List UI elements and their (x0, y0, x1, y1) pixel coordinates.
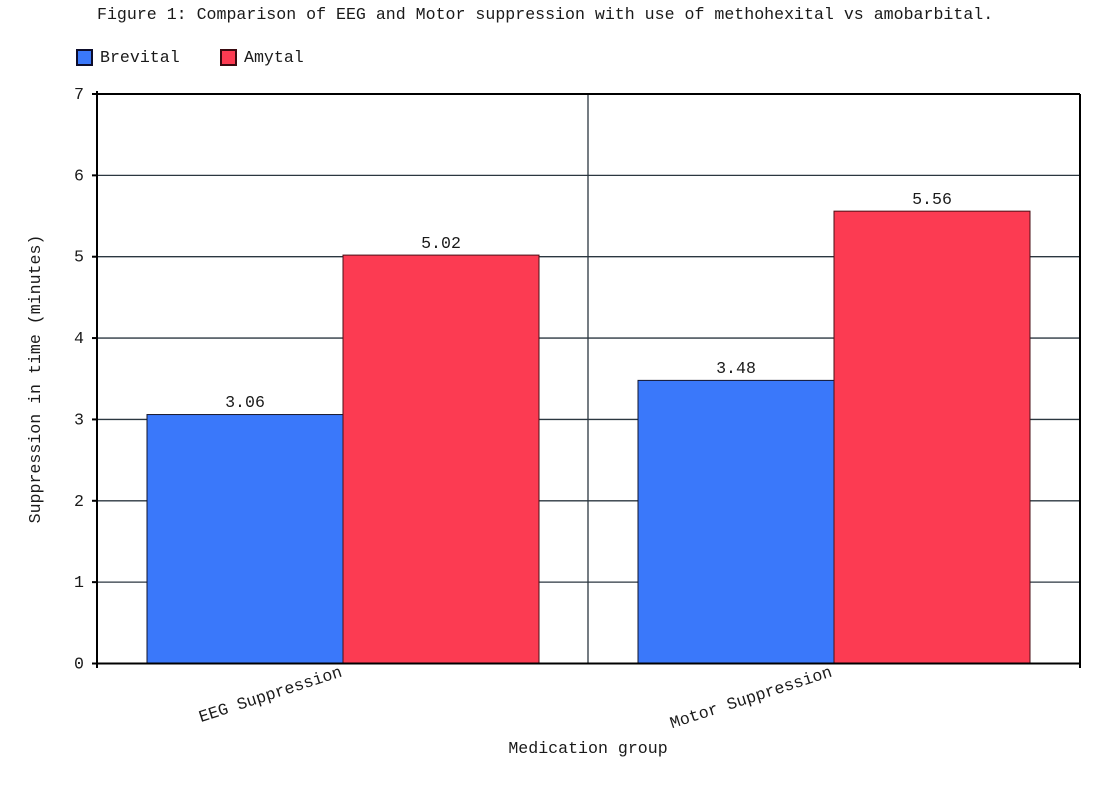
svg-text:Motor Suppression: Motor Suppression (668, 663, 835, 733)
svg-text:5.02: 5.02 (421, 234, 461, 253)
svg-text:1: 1 (74, 573, 84, 592)
svg-text:Medication group: Medication group (508, 739, 667, 758)
svg-text:3.06: 3.06 (225, 393, 265, 412)
svg-text:7: 7 (74, 85, 84, 104)
svg-text:5.56: 5.56 (912, 190, 952, 209)
svg-text:4: 4 (74, 329, 84, 348)
svg-text:EEG Suppression: EEG Suppression (197, 663, 345, 727)
svg-text:Suppression in time (minutes): Suppression in time (minutes) (26, 235, 45, 524)
svg-text:3: 3 (74, 410, 84, 429)
svg-text:2: 2 (74, 492, 84, 511)
svg-text:0: 0 (74, 655, 84, 674)
svg-text:6: 6 (74, 167, 84, 186)
svg-text:3.48: 3.48 (716, 359, 756, 378)
svg-text:5: 5 (74, 248, 84, 267)
